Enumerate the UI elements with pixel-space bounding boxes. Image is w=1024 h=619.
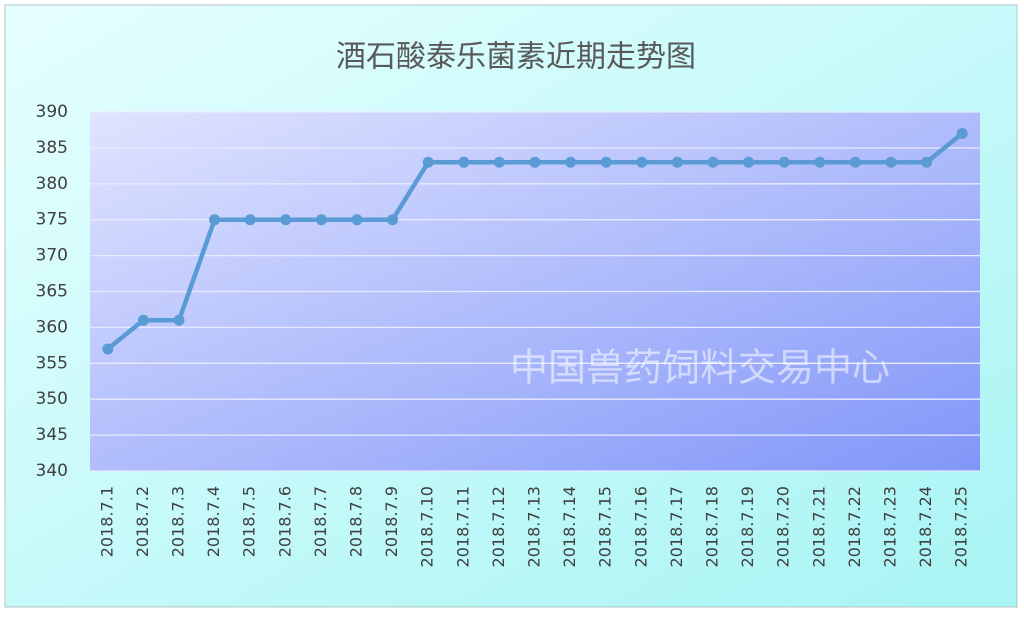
y-tick-label: 350 xyxy=(36,389,68,409)
x-tick-label: 2018.7.4 xyxy=(204,486,223,557)
y-tick-label: 375 xyxy=(36,210,68,230)
x-tick-label: 2018.7.2 xyxy=(133,486,152,557)
y-tick-label: 340 xyxy=(36,461,68,481)
marker xyxy=(565,156,577,168)
marker xyxy=(422,156,434,168)
x-tick-label: 2018.7.22 xyxy=(845,486,864,567)
marker xyxy=(137,314,149,326)
x-tick-label: 2018.7.20 xyxy=(774,486,793,567)
x-tick-label: 2018.7.6 xyxy=(275,486,294,557)
marker xyxy=(102,343,114,355)
x-tick-label: 2018.7.14 xyxy=(560,486,579,567)
x-tick-label: 2018.7.23 xyxy=(881,486,900,567)
marker xyxy=(600,156,612,168)
watermark: 中国兽药饲料交易中心 xyxy=(510,346,890,390)
marker xyxy=(671,156,683,168)
marker xyxy=(387,214,399,226)
marker xyxy=(778,156,790,168)
x-tick-label: 2018.7.8 xyxy=(347,486,366,557)
y-tick-label: 360 xyxy=(36,317,68,337)
marker xyxy=(956,128,968,140)
x-tick-label: 2018.7.21 xyxy=(809,486,828,567)
marker xyxy=(885,156,897,168)
x-tick-label: 2018.7.11 xyxy=(453,486,472,567)
x-tick-label: 2018.7.5 xyxy=(240,486,259,557)
x-tick-label: 2018.7.25 xyxy=(952,486,971,567)
marker xyxy=(849,156,861,168)
x-tick-label: 2018.7.13 xyxy=(525,486,544,567)
y-tick-label: 345 xyxy=(36,425,68,445)
x-tick-label: 2018.7.1 xyxy=(97,486,116,557)
marker xyxy=(458,156,470,168)
x-tick-label: 2018.7.24 xyxy=(916,486,935,567)
y-tick-label: 385 xyxy=(36,138,68,158)
x-tick-label: 2018.7.15 xyxy=(596,486,615,567)
y-tick-label: 365 xyxy=(36,282,68,302)
x-tick-label: 2018.7.19 xyxy=(738,486,757,567)
x-tick-label: 2018.7.3 xyxy=(169,486,188,557)
marker xyxy=(814,156,826,168)
marker xyxy=(707,156,719,168)
y-tick-label: 380 xyxy=(36,174,68,194)
y-tick-label: 390 xyxy=(36,102,68,122)
x-tick-label: 2018.7.16 xyxy=(631,486,650,567)
marker xyxy=(921,156,933,168)
marker xyxy=(209,214,221,226)
marker xyxy=(636,156,648,168)
marker xyxy=(280,214,292,226)
marker xyxy=(244,214,256,226)
marker xyxy=(173,314,185,326)
marker xyxy=(529,156,541,168)
y-tick-label: 370 xyxy=(36,246,68,266)
marker xyxy=(351,214,363,226)
x-tick-label: 2018.7.10 xyxy=(418,486,437,567)
chart-title: 酒石酸泰乐菌素近期走势图 xyxy=(336,40,696,75)
x-tick-label: 2018.7.18 xyxy=(703,486,722,567)
marker xyxy=(743,156,755,168)
x-tick-label: 2018.7.17 xyxy=(667,486,686,567)
x-tick-label: 2018.7.12 xyxy=(489,486,508,567)
x-tick-label: 2018.7.7 xyxy=(311,486,330,557)
y-tick-label: 355 xyxy=(36,353,68,373)
x-tick-label: 2018.7.9 xyxy=(382,486,401,557)
marker xyxy=(315,214,327,226)
marker xyxy=(493,156,505,168)
